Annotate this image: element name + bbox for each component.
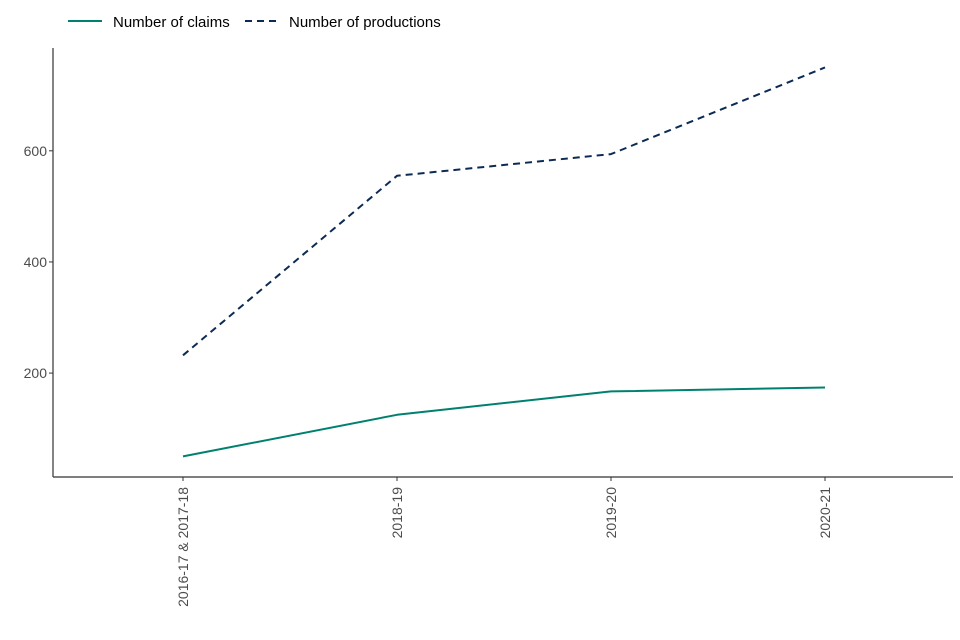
series-line-productions: [182, 66, 826, 357]
legend-label-claims: Number of claims: [113, 14, 230, 31]
series-layer: [182, 66, 826, 458]
legend: Number of claims Number of productions: [68, 14, 441, 31]
legend-label-productions: Number of productions: [289, 14, 441, 31]
y-tick-label: 400: [24, 254, 48, 270]
x-tick-label: 2020-21: [817, 487, 833, 539]
x-tick-label: 2016-17 & 2017-18: [175, 487, 191, 607]
x-tick-label: 2018-19: [389, 487, 405, 539]
series-line-claims: [182, 386, 826, 458]
y-axis: 200 400 600: [24, 48, 54, 477]
x-tick-label: 2019-20: [603, 487, 619, 539]
y-tick-label: 600: [24, 143, 48, 159]
y-tick-label: 200: [24, 365, 48, 381]
x-axis: 2016-17 & 2017-18 2018-19 2019-20 2020-21: [53, 476, 953, 607]
